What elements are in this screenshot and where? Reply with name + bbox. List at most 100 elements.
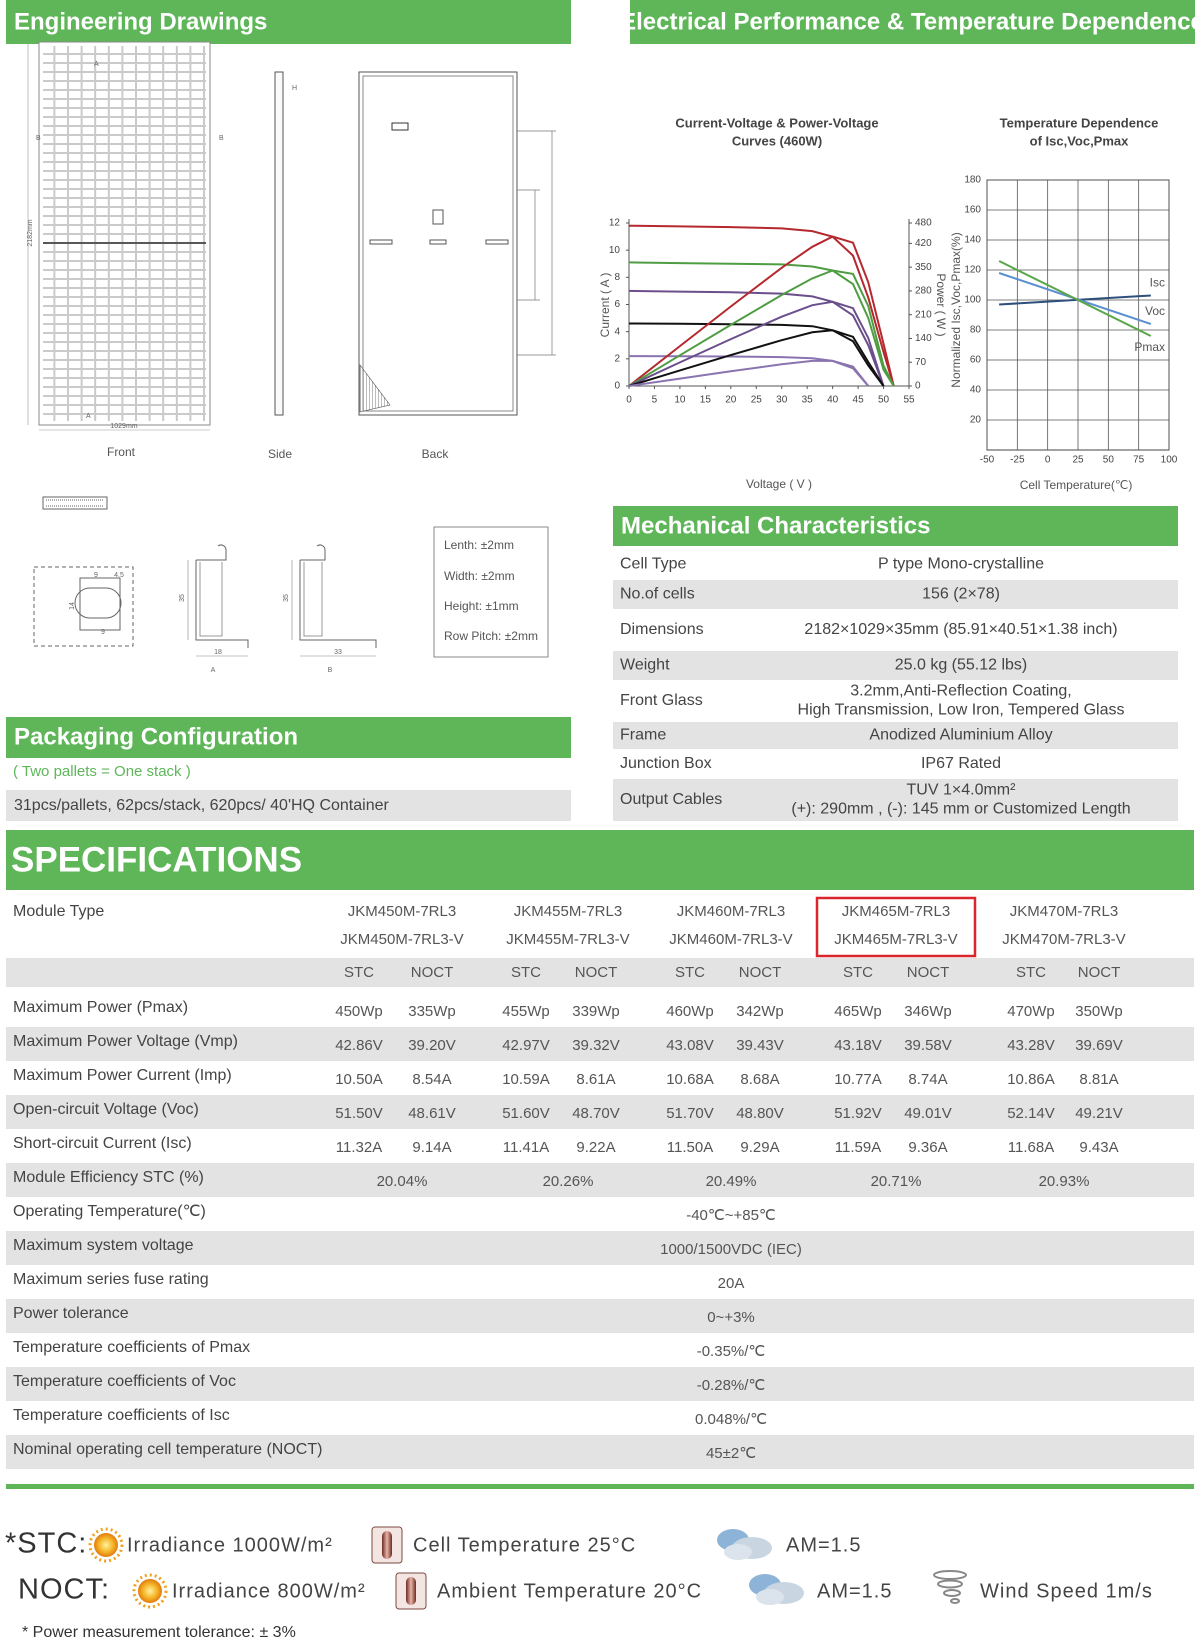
row-value: 10.50A [335, 1071, 383, 1088]
row-value: 8.74A [908, 1071, 947, 1088]
view-label: Back [422, 447, 450, 461]
row-value: 10.59A [502, 1071, 550, 1088]
x-tick-label: 75 [1133, 455, 1145, 466]
condition-header: STC [344, 964, 374, 981]
series-label: Voc [1145, 304, 1165, 318]
y-tick-label: 120 [964, 265, 981, 276]
chart-title: Temperature Dependence [1000, 115, 1159, 130]
row-value: 9.29A [740, 1139, 779, 1156]
row-background [6, 1095, 1194, 1129]
y2-tick-label: 210 [915, 309, 932, 320]
graphic-part [132, 1573, 168, 1609]
back-drawing [358, 71, 556, 416]
row-value: 20A [718, 1275, 745, 1292]
dimension-label: 35 [283, 594, 290, 602]
row-label: Front Glass [620, 692, 703, 709]
tolerance: Lenth: ±2mm [444, 538, 514, 552]
x-tick-label: 0 [626, 395, 632, 406]
row-value: 48.80V [736, 1105, 784, 1122]
row-value: 2182×1029×35mm (85.91×40.51×1.38 inch) [804, 621, 1117, 638]
dimension-label: 9 [94, 572, 98, 579]
model-name: JKM465M-7RL3 [842, 903, 950, 920]
model-name: JKM460M-7RL3-V [669, 931, 792, 948]
row-value: 455Wp [502, 1003, 550, 1020]
thermometer-icon [395, 1572, 427, 1610]
section-title: Engineering Drawings [14, 8, 267, 35]
condition-header: NOCT [575, 964, 618, 981]
row-value: 10.77A [834, 1071, 882, 1088]
row-label: Module Efficiency STC (%) [13, 1169, 204, 1186]
row-value: 51.60V [502, 1105, 550, 1122]
row-value: 11.68A [1008, 1139, 1054, 1156]
y-tick-label: 60 [970, 355, 982, 366]
row-value: 450Wp [335, 1003, 383, 1020]
y-tick-label: 180 [964, 175, 981, 186]
hatch-detail [359, 364, 391, 413]
row-value: 0.048%/℃ [695, 1411, 767, 1428]
row-background [6, 958, 1194, 987]
graphic-part [724, 1544, 752, 1560]
model-name: JKM465M-7RL3-V [834, 931, 957, 948]
chart-title: Current-Voltage & Power-Voltage [675, 115, 878, 130]
dimension-label: 9 [101, 629, 105, 636]
x-tick-label: 25 [751, 395, 763, 406]
condition-item: Cell Temperature 25°C [413, 1534, 636, 1556]
section-header-bar [6, 0, 571, 44]
section-header-bar [613, 506, 1178, 546]
row-value: 39.32V [572, 1037, 620, 1054]
x-tick-label: 35 [802, 395, 814, 406]
mount-hole [369, 239, 393, 245]
tolerance: Height: ±1mm [444, 599, 519, 613]
mechanical-table: Cell Type P type Mono-crystalline No.of ce… [613, 556, 1178, 821]
row-background [6, 1435, 1194, 1469]
view-label: Side [268, 447, 292, 461]
graphic-part [950, 1598, 960, 1604]
model-name: JKM455M-7RL3 [514, 903, 622, 920]
y-tick-label: 12 [609, 218, 621, 229]
row-value: 8.81A [1079, 1071, 1118, 1088]
section-header-bar [630, 0, 1195, 44]
connector-drawing [42, 496, 108, 510]
row-background [613, 779, 1178, 821]
row-value: 20.71% [871, 1173, 922, 1190]
section-title: Mechanical Characteristics [621, 512, 930, 539]
spec-table: JKM450M-7RL3 JKM450M-7RL3-V STC NOCT JKM455M… [6, 896, 1194, 1469]
row-value: 346Wp [904, 1003, 952, 1020]
y-tick-label: 160 [964, 205, 981, 216]
x-tick-label: -25 [1010, 455, 1025, 466]
x-tick-label: 20 [725, 395, 737, 406]
row-value: 465Wp [834, 1003, 882, 1020]
y2-tick-label: 350 [915, 262, 932, 273]
power-curve [628, 329, 885, 387]
row-label: Cell Type [620, 556, 687, 573]
y-tick-label: 140 [964, 235, 981, 246]
y-tick-label: 100 [964, 295, 981, 306]
chart-title: of Isc,Voc,Pmax [1030, 133, 1130, 148]
row-value: 156 (2×78) [922, 586, 1000, 603]
section-header-bar [6, 830, 1194, 890]
row-label: Maximum Power Current (Imp) [13, 1067, 232, 1084]
graphic-part [94, 1533, 118, 1557]
x-tick-label: 5 [652, 395, 658, 406]
row-label: No.of cells [620, 586, 695, 603]
row-value: 342Wp [736, 1003, 784, 1020]
current-curve [628, 322, 885, 387]
chart-title: Curves (460W) [732, 133, 822, 148]
row-value: 350Wp [1075, 1003, 1123, 1020]
section-label: A [86, 413, 91, 420]
dimension-label: 35 [179, 594, 186, 602]
graphic-part [937, 1579, 963, 1589]
graphic-part [138, 1579, 162, 1603]
section-title: Packaging Configuration [14, 723, 298, 750]
row-value: 39.43V [736, 1037, 784, 1054]
label-plate [391, 122, 409, 131]
condition-item: AM=1.5 [817, 1580, 892, 1602]
row-value: 52.14V [1007, 1105, 1055, 1122]
section-label: A [94, 61, 99, 68]
model-name: JKM450M-7RL3-V [340, 931, 463, 948]
section-label: B [328, 667, 333, 674]
row-value: 10.86A [1007, 1071, 1055, 1088]
row-value: 9.22A [576, 1139, 615, 1156]
dimension-label: 4.5 [114, 572, 124, 579]
